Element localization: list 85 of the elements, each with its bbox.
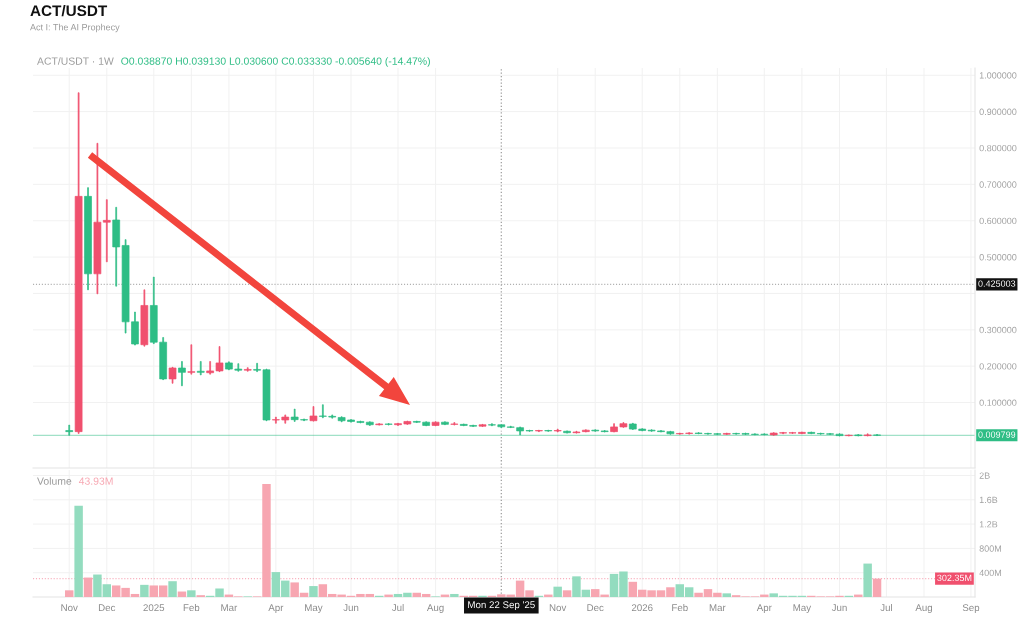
y-tick-label: 0.700000	[979, 181, 1017, 188]
x-tick-label: Jun	[831, 604, 847, 612]
candlestick	[140, 289, 149, 347]
text: ACT/USDT · 1W	[37, 57, 114, 65]
candlestick	[74, 92, 83, 434]
x-tick-label: Aug	[426, 604, 444, 614]
x-tick-label: 2026	[631, 604, 653, 612]
candlestick	[553, 428, 562, 433]
y-tick-label: 0.500000	[979, 254, 1017, 261]
candlestick	[563, 430, 571, 434]
bar	[872, 578, 882, 597]
chart-subtitle: Act I: The AI Prophecy	[30, 23, 120, 33]
y-tick-label: 0.600000	[979, 217, 1017, 225]
candlestick	[722, 432, 731, 435]
y-tick-label: 2B	[979, 472, 990, 479]
bar	[140, 584, 149, 597]
y-tick-label: 0.200000	[979, 363, 1017, 370]
bar	[450, 593, 459, 597]
x-tick-label: Feb	[183, 603, 200, 612]
chart-title: ACT/USDT	[30, 4, 108, 17]
ref-line-label: 0.425003	[978, 280, 1016, 287]
text: O0.038870 H0.039130 L0.030600 C0.033330 -0.005640 (-14.47%)	[121, 57, 430, 67]
candlestick	[384, 423, 393, 426]
candlestick	[196, 361, 205, 376]
candlestick	[431, 421, 440, 427]
candlestick	[544, 429, 553, 432]
bar	[863, 563, 872, 597]
annotation: 43.93M	[78, 477, 113, 485]
x-tick-label: Mar	[709, 604, 726, 612]
x-tick-label: Jul	[880, 603, 892, 612]
y-tick-label: 0.900000	[979, 108, 1017, 115]
y-tick-label: 0.800000	[979, 144, 1017, 152]
x-tick-label: Feb	[672, 603, 688, 612]
y-tick-label: 0.100000	[979, 399, 1017, 406]
candlestick	[309, 406, 318, 422]
candlestick	[535, 429, 543, 432]
candlestick	[168, 366, 177, 384]
candlestick	[187, 344, 196, 375]
candlestick	[243, 367, 252, 372]
bar	[562, 590, 572, 597]
candlestick	[600, 430, 609, 433]
bar	[309, 586, 318, 597]
x-tick-label: 2025	[143, 604, 165, 612]
candlestick	[65, 424, 74, 436]
text: Volume	[37, 477, 72, 485]
candlestick	[450, 422, 459, 426]
y-tick-label: 800M	[979, 545, 1002, 552]
x-tick-label: Jul	[391, 603, 404, 612]
bar	[83, 577, 93, 597]
ref-line-label: 302.35M	[937, 574, 972, 582]
candlestick	[863, 433, 872, 437]
bar	[65, 590, 74, 597]
ref-line-label: 0.009799	[978, 431, 1016, 438]
candlestick	[375, 423, 384, 426]
candlestick	[845, 434, 853, 437]
x-tick-label: Aug	[915, 604, 933, 614]
candlestick	[178, 361, 186, 387]
bar	[553, 586, 562, 597]
candlestick	[591, 429, 600, 432]
x-tick-label: Mar	[221, 604, 238, 612]
y-tick-label: 1.000000	[979, 72, 1017, 79]
x-tick-label: May	[793, 604, 812, 614]
candlestick	[84, 187, 92, 291]
y-tick-label: 0.300000	[979, 326, 1017, 334]
bar	[187, 590, 196, 597]
y-tick-label: 400M	[979, 569, 1002, 577]
bar	[74, 505, 83, 597]
x-tick-label: Sep	[962, 604, 980, 614]
candlestick	[854, 434, 863, 437]
x-tick-label: Jun	[343, 604, 359, 612]
y-tick-label: 1.6B	[979, 496, 998, 504]
x-tick-label: Nov	[61, 604, 78, 612]
x-tick-label: Apr	[756, 604, 772, 614]
candlestick	[441, 421, 449, 426]
x-tick-label: May	[305, 604, 323, 614]
bar	[168, 581, 177, 597]
candlestick	[478, 424, 487, 427]
x-tick-label: Dec	[98, 604, 116, 612]
ref-line-label: Mon 22 Sep '25	[468, 601, 535, 611]
y-tick-label: 1.2B	[979, 521, 998, 528]
bar	[722, 593, 731, 597]
candlestick	[807, 431, 816, 435]
x-tick-label: Nov	[549, 604, 567, 612]
x-tick-label: Dec	[587, 604, 604, 612]
x-tick-label: Apr	[268, 604, 284, 614]
